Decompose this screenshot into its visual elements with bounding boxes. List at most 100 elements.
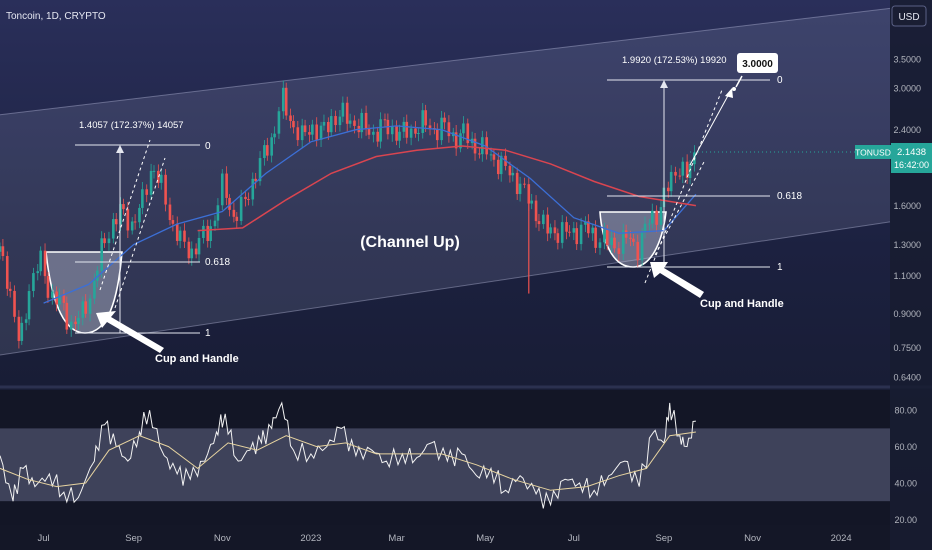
candle-body: [364, 112, 368, 129]
candle-body: [119, 204, 122, 225]
price-tag-countdown: 16:42:00: [894, 160, 929, 170]
price-tag-value: 2.1438: [897, 147, 926, 158]
candle-body: [459, 133, 462, 149]
candle-body: [308, 132, 311, 135]
candle-body: [130, 221, 134, 231]
candle-body: [473, 138, 477, 154]
target-callout-box[interactable]: [737, 53, 778, 73]
candle-body: [594, 227, 597, 248]
candle-body: [24, 319, 28, 323]
candle-body: [206, 225, 210, 241]
candle-body: [281, 87, 285, 112]
candle-body: [100, 238, 103, 271]
candle-body: [209, 226, 212, 241]
rsi-tick-label: 40.00: [894, 478, 917, 488]
candle-body: [96, 270, 99, 281]
candle-body: [560, 222, 564, 243]
rsi-ma-line[interactable]: [0, 431, 696, 491]
time-tick-label: Sep: [655, 533, 672, 544]
currency-button[interactable]: [891, 5, 927, 27]
candle-body: [251, 178, 255, 200]
candle-body: [244, 196, 247, 200]
time-tick-label: Jul: [568, 533, 580, 544]
target-point: [732, 87, 736, 91]
candle-body: [610, 237, 613, 246]
candle-body: [454, 132, 458, 149]
candle-body: [138, 207, 141, 223]
price-tag-box[interactable]: [891, 143, 932, 173]
target-arrowhead: [725, 88, 733, 98]
candle-body: [88, 298, 92, 314]
candle-body: [133, 221, 137, 223]
candle-body: [187, 241, 191, 259]
candle-body: [258, 158, 262, 182]
cup1-pointer-arrow: [96, 311, 164, 353]
projection1-a: [99, 139, 151, 291]
candle-body: [523, 183, 526, 185]
cup1-label: Cup and Handle: [155, 353, 239, 365]
candle-body: [319, 125, 323, 140]
candle-body: [266, 145, 269, 156]
candle-body: [527, 184, 531, 204]
candle-body: [164, 174, 167, 205]
candle-body: [183, 230, 186, 242]
candle-body: [565, 222, 568, 232]
candle-body: [549, 227, 552, 234]
candle-body: [421, 110, 425, 133]
candle-body: [65, 302, 69, 330]
rsi-axis[interactable]: 80.00 60.00 40.00 20.00: [894, 406, 917, 525]
candle-body: [372, 131, 375, 135]
price-tick-label: 0.6400: [893, 373, 921, 383]
candle-body: [149, 170, 153, 195]
candle-body: [311, 124, 314, 135]
candle-body: [666, 187, 670, 192]
candle-body: [553, 227, 557, 234]
price-axis[interactable]: 3.5000 3.0000 2.4000 1.6000 1.3000 1.1000 0.90…: [893, 55, 921, 383]
candle-body: [605, 229, 609, 246]
channel-up-band: [0, 8, 890, 356]
candle-body: [669, 171, 673, 192]
fib2-label-1: 1: [777, 262, 783, 273]
time-tick-label: Nov: [214, 533, 231, 544]
price-tick-label: 1.1000: [893, 271, 921, 281]
target-arrow-line: [689, 91, 731, 166]
time-axis[interactable]: Jul Sep Nov 2023 Mar May Jul Sep Nov 2024: [38, 533, 852, 544]
candle-body: [598, 242, 602, 248]
candle-body: [74, 321, 77, 325]
candle-body: [587, 221, 590, 234]
candle-body: [1, 246, 5, 257]
candle-body: [424, 110, 427, 126]
channel-upper-line[interactable]: [0, 7, 891, 116]
candle-body: [289, 115, 292, 122]
candle-body: [496, 159, 500, 175]
target-callout-stem: [735, 75, 743, 88]
candle-body: [329, 116, 333, 133]
candle-body: [613, 237, 616, 249]
candle-body: [141, 189, 144, 208]
rsi-pane-bg: [0, 390, 890, 525]
price-tick-label: 0.7500: [893, 343, 921, 353]
candle-body: [636, 241, 640, 261]
price-axis-bg: [890, 0, 932, 550]
candle-body: [508, 165, 512, 176]
candle-body: [292, 121, 295, 128]
candle-body: [398, 131, 401, 141]
symbol-title: Toncoin, 1D, CRYPTO: [6, 11, 106, 22]
ma-slow-line[interactable]: [197, 145, 697, 232]
candle-body: [58, 295, 61, 305]
candle-body: [81, 301, 85, 318]
price-tick-label: 2.4000: [893, 125, 921, 135]
candle-body: [112, 219, 115, 239]
rsi-line[interactable]: [0, 401, 696, 509]
symbol-tag-text: TONUSD: [855, 148, 891, 158]
ma-fast-line[interactable]: [43, 125, 697, 304]
symbol-tag-box[interactable]: [855, 145, 891, 159]
candle-body: [447, 122, 451, 137]
candle-body: [228, 197, 231, 210]
candle-body: [405, 121, 409, 138]
fib2-label-0: 0: [777, 75, 783, 86]
candle-body: [263, 145, 266, 159]
candle-body: [648, 223, 651, 225]
candle-body: [190, 248, 194, 259]
